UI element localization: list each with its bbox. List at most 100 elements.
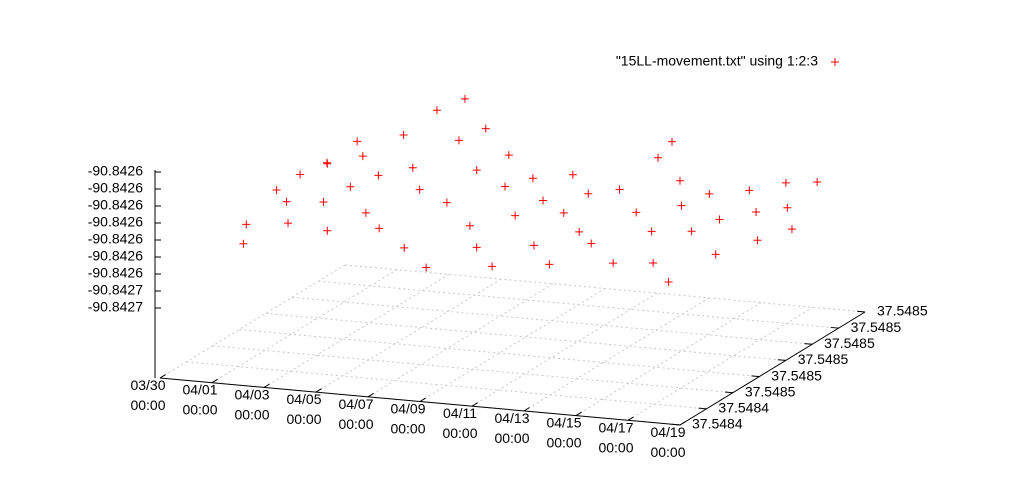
- point: [529, 241, 538, 250]
- point: [323, 159, 332, 168]
- point: [664, 277, 673, 286]
- grid-line: [575, 302, 762, 417]
- x-tick-label: 04/17 00:00: [598, 419, 633, 455]
- point: [319, 197, 328, 206]
- y-tick-label: 37.5485: [824, 335, 875, 351]
- y-tick: [725, 391, 733, 394]
- point: [501, 182, 509, 191]
- point: [584, 189, 593, 198]
- z-tick-label: -90.8426: [88, 231, 143, 247]
- grid-line: [263, 273, 450, 388]
- y-tick: [857, 310, 866, 313]
- grid-line: [212, 345, 733, 394]
- point: [472, 166, 481, 175]
- grid-line: [318, 280, 839, 329]
- point: [442, 198, 451, 207]
- z-tick-label: -90.8426: [88, 248, 143, 264]
- point: [460, 94, 469, 103]
- point: [568, 170, 577, 179]
- point: [752, 208, 761, 217]
- x-tick-label: 04/03 00:00: [234, 386, 269, 422]
- x-tick-label: 04/05 00:00: [286, 391, 321, 427]
- grid-line: [471, 292, 658, 407]
- point: [753, 236, 762, 245]
- grid-line: [523, 297, 710, 412]
- point: [374, 171, 383, 180]
- legend: "15LL-movement.txt" using 1:2:3: [616, 53, 839, 69]
- point: [587, 239, 596, 248]
- point: [454, 136, 463, 145]
- grid-line: [265, 312, 786, 361]
- point: [575, 227, 584, 236]
- y-tick: [698, 407, 707, 410]
- z-tick-label: -90.8427: [88, 299, 143, 315]
- point: [282, 197, 291, 206]
- point: [239, 239, 248, 248]
- point: [647, 227, 656, 236]
- y-tick-label: 37.5484: [718, 400, 769, 416]
- point: [415, 185, 424, 194]
- point: [472, 243, 481, 252]
- point: [358, 152, 367, 161]
- z-tick-label: -90.8426: [88, 180, 143, 196]
- grid-line: [344, 264, 866, 313]
- y-tick-label: 37.5485: [771, 367, 822, 383]
- point: [465, 221, 474, 230]
- grid-line: [315, 278, 502, 393]
- point: [677, 201, 686, 210]
- point: [361, 208, 370, 217]
- x-tick-label: 03/30 00:00: [130, 377, 165, 413]
- point: [783, 203, 792, 212]
- y-tick-label: 37.5485: [798, 351, 849, 367]
- grid-line: [239, 329, 760, 378]
- z-tick-label: -90.8426: [88, 197, 143, 213]
- y-axis: [679, 311, 866, 426]
- point: [545, 260, 554, 269]
- x-tick-label: 04/07 00:00: [338, 396, 373, 432]
- z-tick-label: -90.8426: [88, 214, 143, 230]
- z-tick-label: -90.8427: [88, 282, 143, 298]
- x-tick-label: 04/09 00:00: [390, 401, 425, 437]
- point: [323, 226, 332, 235]
- y-tick: [751, 375, 760, 378]
- point: [511, 211, 520, 220]
- y-tick-label: 37.5484: [692, 416, 743, 432]
- x-tick: [159, 374, 166, 379]
- grid-line: [186, 361, 707, 410]
- point: [675, 176, 684, 185]
- x-tick: [679, 421, 686, 426]
- point: [745, 186, 754, 195]
- point: [539, 196, 548, 205]
- y-tick-label: 37.5485: [851, 319, 902, 335]
- x-tick: [211, 378, 218, 384]
- grid-line: [292, 296, 813, 345]
- x-tick: [471, 402, 478, 407]
- y-tick: [672, 423, 681, 426]
- point: [296, 170, 305, 179]
- point: [787, 225, 796, 234]
- point: [399, 131, 408, 140]
- y-tick: [830, 326, 839, 329]
- point: [488, 262, 497, 271]
- x-tick: [523, 407, 530, 412]
- y-tick: [777, 359, 786, 361]
- point: [272, 186, 281, 195]
- z-tick-label: -90.8426: [88, 163, 143, 179]
- y-tick-label: 37.5485: [877, 303, 928, 319]
- point: [668, 137, 676, 146]
- x-tick-label: 04/15 00:00: [546, 415, 581, 451]
- point: [346, 182, 355, 191]
- point: [711, 250, 720, 259]
- point: [432, 106, 441, 115]
- point: [615, 185, 624, 194]
- y-tick: [804, 343, 813, 345]
- point: [284, 219, 293, 228]
- x-tick: [575, 411, 582, 417]
- legend-marker: [831, 58, 839, 66]
- point: [654, 153, 663, 162]
- point: [528, 174, 537, 183]
- point: [375, 224, 384, 233]
- point: [632, 208, 641, 217]
